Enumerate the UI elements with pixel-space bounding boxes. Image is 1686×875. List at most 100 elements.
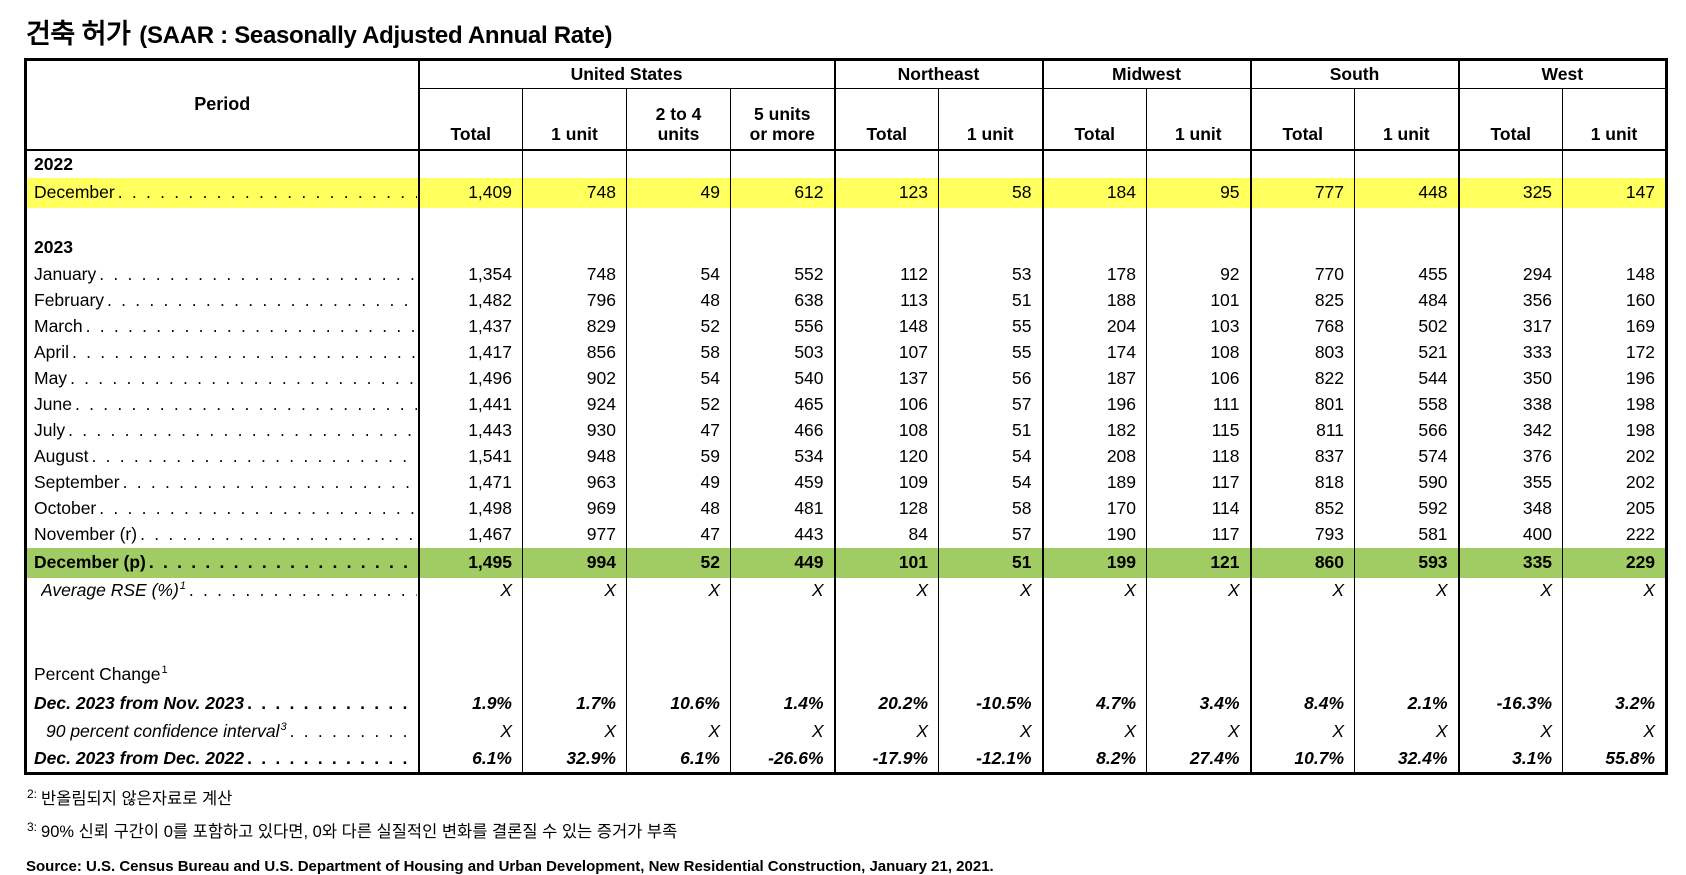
period-label: Average RSE (%)1 (41, 580, 186, 600)
period-cell-content: May. . . . . . . . . . . . . . . . . . .… (34, 368, 418, 389)
table-row-dec-2023-from-dec-2022: Dec. 2023 from Dec. 2022. . . . . . . . … (26, 745, 1667, 774)
period-cell-content: June. . . . . . . . . . . . . . . . . . … (34, 394, 418, 415)
period-label: 2022 (34, 153, 73, 174)
value-cell: 190 (1041, 521, 1147, 548)
dotted-leader: . . . . . . . . . . . . . . . . . . . . … (107, 290, 416, 310)
value-cell: 534 (729, 443, 835, 470)
dotted-leader: . . . . . . . . . . . . . . . . . . . . … (148, 552, 417, 572)
value-cell: 49 (626, 177, 731, 208)
value-cell (938, 233, 1043, 262)
period-cell: November (r). . . . . . . . . . . . . . … (26, 522, 419, 548)
period-cell-content: March. . . . . . . . . . . . . . . . . .… (34, 316, 418, 337)
value-cell: 47 (626, 521, 731, 548)
table-row-dec-2023-from-nov-2023: Dec. 2023 from Nov. 2023. . . . . . . . … (26, 689, 1667, 718)
value-cell: 174 (1041, 339, 1147, 366)
value-cell: 590 (1354, 469, 1459, 496)
value-cell: 1.7% (522, 689, 627, 718)
value-cell: 1,482 (417, 287, 523, 314)
dotted-leader: . . . . . . . . . . . . . . . . . . . . … (72, 342, 416, 362)
value-cell (522, 149, 627, 178)
footnote-ref-3: 3 (280, 721, 287, 734)
value-cell: 101 (833, 547, 939, 578)
table-row-august: August. . . . . . . . . . . . . . . . . … (26, 443, 1667, 470)
page-title-korean: 건축 허가 (26, 19, 131, 49)
value-cell: 449 (729, 547, 835, 578)
value-cell: 20.2% (833, 689, 939, 718)
value-cell (833, 207, 939, 234)
dotted-leader: . . . . . . . . . . . . . . . . . . . . … (70, 368, 417, 388)
value-cell: 1,417 (417, 339, 523, 366)
value-cell: 793 (1249, 521, 1355, 548)
value-cell: 184 (1041, 177, 1147, 208)
value-cell: X (1457, 717, 1563, 746)
value-cell: X (417, 577, 523, 604)
footnote-ref-1: 1 (161, 664, 168, 677)
footnote-ref-1: 1 (179, 580, 186, 593)
value-cell: 196 (1041, 391, 1147, 418)
table-row-july: July. . . . . . . . . . . . . . . . . . … (26, 417, 1667, 444)
period-cell: Percent Change1 (26, 660, 419, 690)
period-label: September (34, 472, 120, 492)
value-cell (626, 207, 731, 234)
value-cell: 111 (1146, 391, 1251, 418)
value-cell: 109 (833, 469, 939, 496)
value-cell (522, 233, 627, 262)
column-header-midwest-total: Total (1041, 88, 1147, 150)
value-cell: 612 (729, 177, 835, 208)
value-cell: 860 (1249, 547, 1355, 578)
value-cell: 818 (1249, 469, 1355, 496)
period-cell: January. . . . . . . . . . . . . . . . .… (26, 262, 419, 288)
value-cell: 3.2% (1562, 689, 1667, 718)
period-cell: December. . . . . . . . . . . . . . . . … (25, 177, 419, 208)
value-cell: 208 (1041, 443, 1147, 470)
value-cell (1457, 659, 1563, 690)
period-cell: 2022 (26, 150, 419, 178)
column-header-midwest-1-unit: 1 unit (1146, 88, 1251, 150)
period-cell-content: December. . . . . . . . . . . . . . . . … (34, 182, 418, 203)
value-cell (1354, 603, 1459, 660)
value-cell: 123 (833, 177, 939, 208)
value-cell: X (729, 577, 835, 604)
value-cell (1249, 207, 1355, 234)
value-cell: 188 (1041, 287, 1147, 314)
value-cell: -17.9% (833, 745, 939, 774)
value-cell: 51 (938, 417, 1043, 444)
value-cell (729, 659, 835, 690)
value-cell: 57 (938, 521, 1043, 548)
value-cell: 544 (1354, 365, 1459, 392)
value-cell: 829 (522, 313, 627, 340)
value-cell: 229 (1562, 547, 1667, 578)
value-cell: 137 (833, 365, 939, 392)
value-cell: 448 (1354, 177, 1459, 208)
value-cell (938, 659, 1043, 690)
value-cell (522, 603, 627, 660)
column-header-south-total: Total (1249, 88, 1355, 150)
table-row-november-r: November (r). . . . . . . . . . . . . . … (26, 521, 1667, 548)
value-cell: 1,496 (417, 365, 523, 392)
value-cell (1354, 233, 1459, 262)
period-label: April (34, 342, 70, 362)
value-cell (417, 207, 523, 234)
value-cell: 54 (626, 365, 731, 392)
value-cell: 222 (1562, 521, 1667, 548)
period-header: Period (194, 94, 251, 115)
period-cell: April. . . . . . . . . . . . . . . . . .… (26, 340, 419, 366)
value-cell (729, 149, 835, 178)
value-cell: 84 (833, 521, 939, 548)
value-cell: 521 (1354, 339, 1459, 366)
value-cell: X (1041, 577, 1147, 604)
period-cell: May. . . . . . . . . . . . . . . . . . .… (26, 366, 419, 392)
dotted-leader: . . . . . . . . . . . . . . . . . . . . … (289, 721, 417, 741)
value-cell: 1.4% (729, 689, 835, 718)
group-header-northeast: Northeast (833, 59, 1043, 89)
value-cell: X (729, 717, 835, 746)
value-cell: 148 (833, 313, 939, 340)
value-cell: 574 (1354, 443, 1459, 470)
value-cell: 556 (729, 313, 835, 340)
value-cell (1562, 207, 1667, 234)
value-cell: 465 (729, 391, 835, 418)
table-row-2023: 2023 (26, 233, 1667, 262)
value-cell (1146, 149, 1251, 178)
table-row-april: April. . . . . . . . . . . . . . . . . .… (26, 339, 1667, 366)
value-cell: 108 (1146, 339, 1251, 366)
